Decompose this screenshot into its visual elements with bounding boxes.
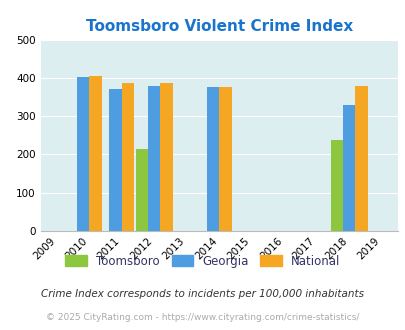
Bar [122, 83, 134, 231]
Bar [342, 106, 354, 231]
Bar [354, 86, 367, 231]
Bar [160, 83, 173, 231]
Bar [148, 85, 160, 231]
Text: Crime Index corresponds to incidents per 100,000 inhabitants: Crime Index corresponds to incidents per… [41, 289, 364, 299]
Bar [89, 76, 101, 231]
Bar [135, 149, 148, 231]
Bar [207, 87, 219, 231]
Bar [77, 78, 89, 231]
Bar [109, 89, 122, 231]
Title: Toomsboro Violent Crime Index: Toomsboro Violent Crime Index [85, 19, 352, 34]
Bar [330, 140, 342, 231]
Legend: Toomsboro, Georgia, National: Toomsboro, Georgia, National [61, 250, 344, 273]
Text: © 2025 CityRating.com - https://www.cityrating.com/crime-statistics/: © 2025 CityRating.com - https://www.city… [46, 313, 359, 322]
Bar [219, 87, 231, 231]
